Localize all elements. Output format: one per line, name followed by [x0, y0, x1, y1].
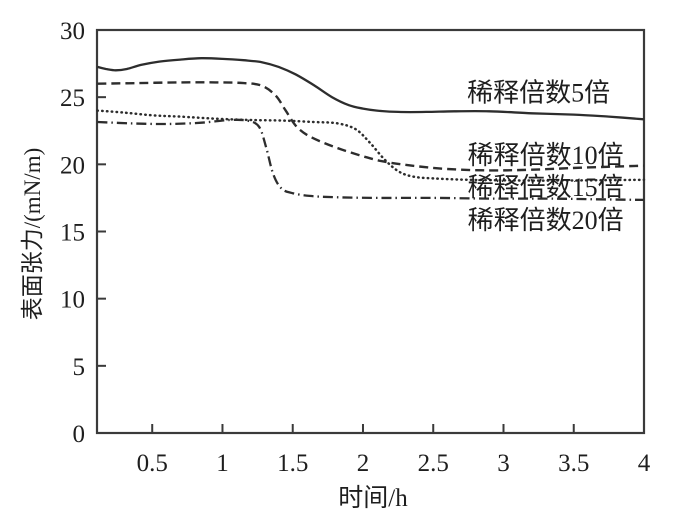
series-label-0: 稀释倍数5倍	[467, 78, 610, 107]
series-label-3: 稀释倍数20倍	[468, 206, 624, 235]
y-tick-label: 20	[60, 152, 85, 179]
y-tick-label: 0	[73, 421, 86, 448]
series-line-1	[97, 81, 645, 172]
series-line-2	[96, 109, 646, 182]
x-tick-label: 2.5	[418, 450, 449, 477]
series-line-0	[97, 57, 645, 121]
y-tick-label: 15	[60, 220, 85, 247]
x-tick-label: 0.5	[137, 450, 168, 477]
y-tick-label: 30	[60, 18, 85, 45]
x-tick-label: 3.5	[558, 450, 589, 477]
x-tick-label: 3	[497, 450, 510, 477]
series-line-3	[97, 118, 645, 202]
series-label-1: 稀释倍数10倍	[468, 141, 624, 170]
y-tick-label: 5	[73, 354, 86, 381]
x-tick-label: 2	[357, 450, 370, 477]
x-tick-label: 1	[216, 450, 229, 477]
series-label-2: 稀释倍数15倍	[468, 173, 624, 202]
y-tick-label: 25	[60, 85, 85, 112]
y-tick-label: 10	[60, 287, 85, 314]
x-axis-title: 时间/h	[338, 485, 408, 512]
y-axis-title: 表面张力/(mN/m)	[20, 147, 45, 321]
x-tick-label: 1.5	[277, 450, 308, 477]
x-tick-label: 4	[638, 450, 651, 477]
